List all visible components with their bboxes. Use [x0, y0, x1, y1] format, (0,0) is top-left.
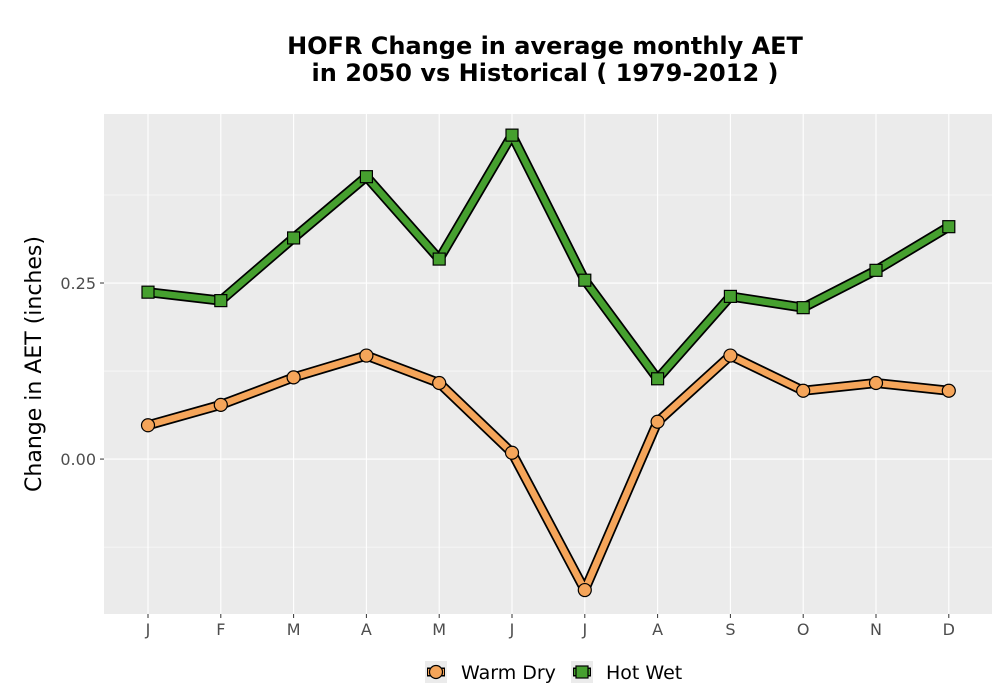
legend-label-warm-dry: Warm Dry — [461, 662, 556, 684]
series-warm-dry — [140, 348, 956, 598]
x-tick-label: O — [797, 620, 810, 639]
x-tick-label: D — [943, 620, 955, 639]
data-point-hot-wet — [578, 273, 592, 287]
data-point-warm-dry — [213, 397, 228, 412]
data-point-warm-dry — [650, 414, 665, 429]
legend-key-marker — [428, 664, 444, 680]
legend-key-hot-wet — [571, 661, 593, 683]
y-axis-ticks: 0.00 0.25 — [60, 274, 104, 469]
data-point-hot-wet — [214, 294, 228, 308]
x-tick-label: N — [870, 620, 882, 639]
data-point-warm-dry — [723, 348, 738, 363]
data-point-warm-dry — [359, 348, 374, 363]
chart-title-line2: in 2050 vs Historical ( 1979-2012 ) — [312, 59, 779, 87]
x-tick-label: S — [725, 620, 735, 639]
data-point-hot-wet — [505, 128, 519, 142]
data-point-warm-dry — [504, 445, 520, 460]
series-line — [144, 131, 953, 383]
data-point-warm-dry — [941, 383, 956, 398]
x-tick-label: F — [216, 620, 225, 639]
data-point-hot-wet — [141, 285, 155, 299]
data-point-hot-wet — [796, 301, 810, 315]
y-axis-label: Change in AET (inches) — [22, 236, 47, 492]
data-point-hot-wet — [942, 220, 956, 234]
data-point-hot-wet — [650, 372, 665, 386]
x-tick-label: J — [145, 620, 151, 639]
data-point-hot-wet — [432, 252, 446, 266]
data-point-warm-dry — [432, 375, 447, 391]
chart-title-line1: HOFR Change in average monthly AET — [287, 32, 803, 60]
grid-lines — [104, 114, 992, 614]
legend-key-marker — [575, 665, 589, 679]
data-point-hot-wet — [723, 289, 738, 303]
x-tick-label: M — [287, 620, 301, 639]
legend: Warm Dry Hot Wet — [425, 661, 682, 684]
legend-key-warm-dry — [425, 661, 447, 683]
data-point-warm-dry — [577, 582, 592, 598]
data-point-warm-dry — [140, 418, 156, 433]
series-line — [144, 352, 953, 594]
data-point-hot-wet — [359, 170, 373, 184]
x-tick-label: A — [652, 620, 663, 639]
y-tick-label: 0.25 — [60, 274, 96, 293]
data-point-hot-wet — [869, 263, 883, 277]
x-tick-label: M — [432, 620, 446, 639]
series-layer — [140, 128, 956, 598]
x-tick-label: A — [361, 620, 372, 639]
data-point-warm-dry — [868, 375, 884, 391]
x-tick-label: J — [581, 620, 587, 639]
data-point-hot-wet — [287, 231, 301, 245]
plot-panel — [104, 114, 992, 614]
data-point-warm-dry — [286, 370, 301, 385]
series-hot-wet — [141, 128, 956, 386]
data-point-warm-dry — [796, 383, 811, 398]
x-tick-label: J — [509, 620, 515, 639]
legend-label-hot-wet: Hot Wet — [606, 662, 682, 684]
y-tick-label: 0.00 — [60, 450, 96, 469]
